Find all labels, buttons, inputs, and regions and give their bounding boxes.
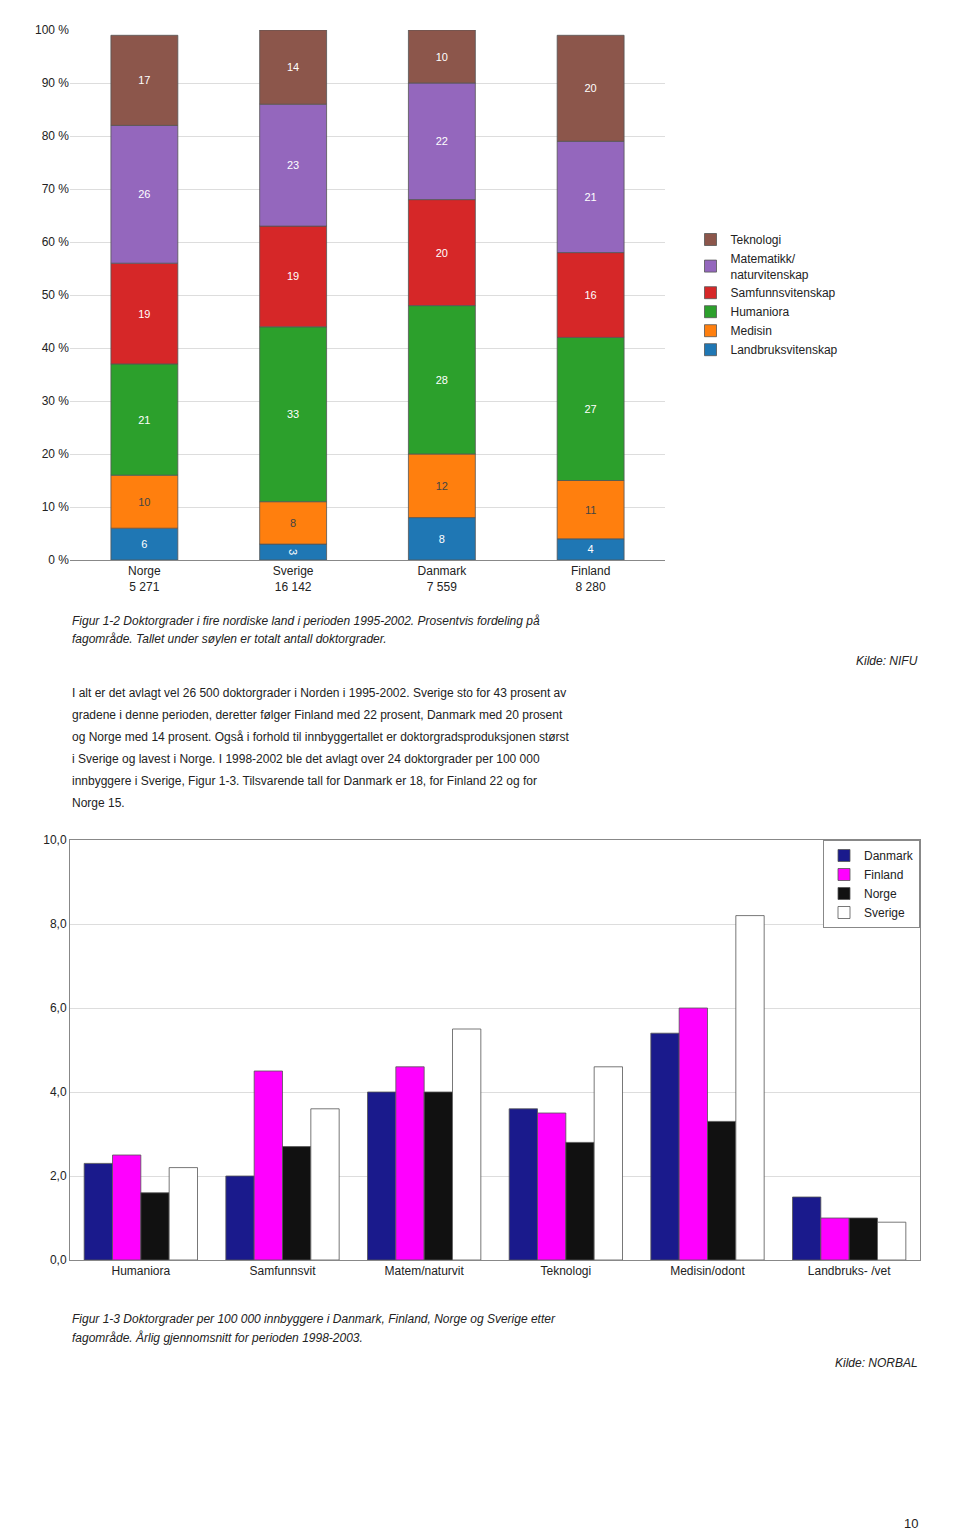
svg-text:0,0: 0,0 <box>50 1253 67 1267</box>
svg-text:fagområde. Tallet under søylen: fagområde. Tallet under søylen er totalt… <box>72 632 387 646</box>
svg-text:30 %: 30 % <box>42 394 70 408</box>
svg-text:21: 21 <box>138 414 150 426</box>
svg-text:10,0: 10,0 <box>43 833 67 847</box>
svg-text:Humaniora: Humaniora <box>731 305 790 319</box>
svg-text:Norge5 271: Norge5 271 <box>128 564 161 594</box>
svg-text:10: 10 <box>436 51 448 63</box>
svg-text:19: 19 <box>287 270 299 282</box>
svg-text:23: 23 <box>287 159 299 171</box>
svg-text:Figur 1-3 Doktorgrader per 100: Figur 1-3 Doktorgrader per 100 000 innby… <box>72 1312 556 1326</box>
svg-text:90 %: 90 % <box>42 76 70 90</box>
svg-text:19: 19 <box>138 308 150 320</box>
svg-text:Matematikk/naturvitenskap: Matematikk/naturvitenskap <box>731 252 809 282</box>
svg-text:Norge 15.: Norge 15. <box>72 796 125 810</box>
svg-text:Sverige16 142: Sverige16 142 <box>273 564 314 594</box>
svg-text:8,0: 8,0 <box>50 917 67 931</box>
svg-text:22: 22 <box>436 135 448 147</box>
svg-text:innbyggere i Sverige, Figur 1-: innbyggere i Sverige, Figur 1-3. Tilsvar… <box>72 774 537 788</box>
svg-text:20 %: 20 % <box>42 447 70 461</box>
svg-text:2,0: 2,0 <box>50 1169 67 1183</box>
svg-text:Figur 1-2 Doktorgrader i fire: Figur 1-2 Doktorgrader i fire nordiske l… <box>72 614 540 628</box>
svg-text:Kilde: NIFU: Kilde: NIFU <box>856 654 918 668</box>
svg-text:8: 8 <box>290 517 296 529</box>
svg-text:gradene i denne perioden, dere: gradene i denne perioden, deretter følge… <box>72 708 563 722</box>
svg-text:Teknologi: Teknologi <box>731 233 782 247</box>
svg-text:28: 28 <box>436 374 448 386</box>
svg-text:17: 17 <box>138 74 150 86</box>
svg-text:og Norge med 14 prosent. Også: og Norge med 14 prosent. Også i forhold … <box>72 730 570 744</box>
svg-text:I alt er det avlagt vel 26 500: I alt er det avlagt vel 26 500 doktorgra… <box>72 686 566 700</box>
svg-text:8: 8 <box>439 533 445 545</box>
svg-text:Norge: Norge <box>864 887 897 901</box>
svg-text:11: 11 <box>585 504 596 516</box>
svg-text:16: 16 <box>585 289 597 301</box>
svg-text:Danmark: Danmark <box>864 849 914 863</box>
svg-text:Samfunnsvit: Samfunnsvit <box>249 1264 316 1278</box>
svg-text:21: 21 <box>585 191 597 203</box>
svg-text:i Sverige og lavest i Norge. I: i Sverige og lavest i Norge. I 1998-2002… <box>72 752 540 766</box>
svg-text:80 %: 80 % <box>42 129 70 143</box>
svg-text:Sverige: Sverige <box>864 906 905 920</box>
svg-text:4: 4 <box>588 543 594 555</box>
svg-text:Finland8 280: Finland8 280 <box>571 564 610 594</box>
svg-text:50 %: 50 % <box>42 288 70 302</box>
svg-text:20: 20 <box>436 247 448 259</box>
svg-text:10 %: 10 % <box>42 500 70 514</box>
svg-text:0 %: 0 % <box>48 553 69 567</box>
svg-text:10: 10 <box>138 496 150 508</box>
svg-text:Samfunnsvitenskap: Samfunnsvitenskap <box>731 286 836 300</box>
svg-text:Medisin: Medisin <box>731 324 772 338</box>
svg-text:fagområde. Årlig gjennomsnitt: fagområde. Årlig gjennomsnitt for period… <box>72 1330 363 1345</box>
svg-text:Medisin/odont: Medisin/odont <box>670 1264 745 1278</box>
svg-text:60 %: 60 % <box>42 235 70 249</box>
svg-text:4,0: 4,0 <box>50 1085 67 1099</box>
svg-text:Landbruks- /vet: Landbruks- /vet <box>808 1264 891 1278</box>
svg-text:6,0: 6,0 <box>50 1001 67 1015</box>
svg-text:Teknologi: Teknologi <box>540 1264 591 1278</box>
svg-text:Landbruksvitenskap: Landbruksvitenskap <box>731 343 838 357</box>
svg-text:3: 3 <box>287 549 299 555</box>
svg-text:100 %: 100 % <box>35 23 69 37</box>
svg-text:70 %: 70 % <box>42 182 70 196</box>
svg-text:27: 27 <box>585 403 597 415</box>
svg-text:26: 26 <box>138 188 150 200</box>
svg-text:20: 20 <box>585 82 597 94</box>
svg-text:12: 12 <box>436 480 448 492</box>
svg-text:33: 33 <box>287 408 299 420</box>
svg-text:40 %: 40 % <box>42 341 70 355</box>
svg-text:Finland: Finland <box>864 868 903 882</box>
svg-text:6: 6 <box>141 538 147 550</box>
svg-text:Kilde: NORBAL: Kilde: NORBAL <box>835 1356 918 1370</box>
svg-text:Danmark7 559: Danmark7 559 <box>418 564 468 594</box>
svg-text:14: 14 <box>287 61 299 73</box>
svg-text:10: 10 <box>904 1516 918 1531</box>
svg-text:Humaniora: Humaniora <box>111 1264 170 1278</box>
svg-text:Matem/naturvit: Matem/naturvit <box>384 1264 464 1278</box>
